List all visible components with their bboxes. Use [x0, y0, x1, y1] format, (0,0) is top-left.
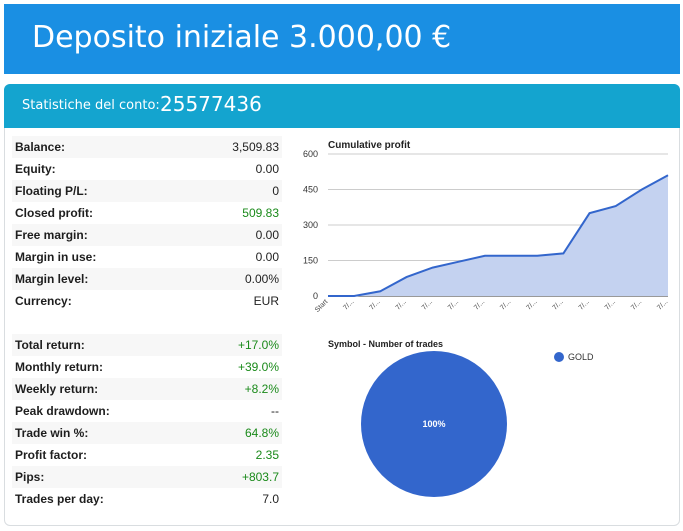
x-tick-label: 7/... [499, 298, 512, 311]
stat-value: 0.00 [255, 228, 279, 242]
performance-stats-table: Total return: +17.0% Monthly return: +39.0%… [12, 334, 282, 510]
x-tick-label: 7/... [447, 298, 460, 311]
stat-label: Pips: [15, 470, 45, 484]
symbol-trades-chart: Symbol - Number of trades 100% GOLD [290, 334, 672, 522]
performance-stat-row: Monthly return: +39.0% [12, 356, 282, 378]
x-tick-label: 7/... [342, 298, 355, 311]
account-stat-row: Free margin: 0.00 [12, 224, 282, 246]
chart-title: Cumulative profit [328, 140, 411, 151]
x-tick-label: 7/... [630, 298, 643, 311]
account-stat-row: Currency: EUR [12, 290, 282, 312]
account-stat-row: Equity: 0.00 [12, 158, 282, 180]
x-tick-label: 7/... [369, 298, 382, 311]
performance-stat-row: Weekly return: +8.2% [12, 378, 282, 400]
stat-value: +8.2% [244, 382, 279, 396]
performance-stat-row: Peak drawdown: -- [12, 400, 282, 422]
account-stat-row: Closed profit: 509.83 [12, 202, 282, 224]
stat-label: Balance: [15, 140, 66, 154]
stat-label: Floating P/L: [15, 184, 88, 198]
performance-stat-row: Trade win %: 64.8% [12, 422, 282, 444]
stat-value: 0.00 [255, 250, 279, 264]
stat-value: 0 [272, 184, 279, 198]
x-tick-label: 7/... [604, 298, 617, 311]
stat-label: Weekly return: [15, 382, 99, 396]
performance-stat-row: Profit factor: 2.35 [12, 444, 282, 466]
cumulative-profit-chart: Cumulative profit 0 150 300 450 600 Start 7/...… [290, 136, 672, 314]
card-header: Statistiche del conto: 25577436 [4, 84, 680, 128]
x-tick-label: 7/... [578, 298, 591, 311]
pie-title: Symbol - Number of trades [328, 339, 443, 349]
y-tick-label: 600 [303, 149, 318, 159]
pie-slice-label: 100% [422, 419, 445, 429]
stat-label: Margin level: [15, 272, 89, 286]
x-tick-label: 7/... [656, 298, 669, 311]
x-tick-label: 7/... [525, 298, 538, 311]
deposit-title: Deposito iniziale 3.000,00 € [32, 20, 452, 55]
y-tick-label: 300 [303, 220, 318, 230]
stat-label: Total return: [15, 338, 85, 352]
account-stat-row: Floating P/L: 0 [12, 180, 282, 202]
stat-value: 2.35 [255, 448, 279, 462]
x-tick-label: 7/... [552, 298, 565, 311]
stat-value: 64.8% [244, 426, 279, 440]
x-tick-label: 7/... [473, 298, 486, 311]
stat-label: Equity: [15, 162, 56, 176]
x-tick-label: 7/... [421, 298, 434, 311]
account-stat-row: Margin level: 0.00% [12, 268, 282, 290]
stat-value: -- [271, 404, 279, 418]
y-tick-label: 0 [313, 291, 318, 301]
stat-label: Trade win %: [15, 426, 89, 440]
stat-label: Currency: [15, 294, 72, 308]
account-stats-table: Balance: 3,509.83 Equity: 0.00 Floating P/L:… [12, 136, 282, 312]
stat-value: +39.0% [237, 360, 279, 374]
stat-value: 7.0 [262, 492, 279, 506]
stat-value: 0.00 [255, 162, 279, 176]
stat-label: Peak drawdown: [15, 404, 110, 418]
deposit-banner: Deposito iniziale 3.000,00 € [4, 4, 680, 74]
stat-label: Profit factor: [15, 448, 87, 462]
stat-label: Closed profit: [15, 206, 93, 220]
symbol-trades-svg: Symbol - Number of trades 100% GOLD [290, 334, 672, 522]
series-line [328, 174, 669, 297]
performance-stat-row: Total return: +17.0% [12, 334, 282, 356]
performance-stat-row: Pips: +803.7 [12, 466, 282, 488]
stat-value: +17.0% [237, 338, 279, 352]
legend-swatch [554, 352, 564, 362]
performance-stat-row: Trades per day: 7.0 [12, 488, 282, 510]
stat-label: Trades per day: [15, 492, 104, 506]
stat-value: 509.83 [242, 206, 279, 220]
account-number: 25577436 [160, 92, 262, 116]
y-tick-label: 450 [303, 185, 318, 195]
y-tick-label: 150 [303, 256, 318, 266]
stat-value: 0.00% [244, 272, 279, 286]
pie-slice-gold [361, 351, 507, 497]
account-label: Statistiche del conto: [22, 98, 160, 113]
x-tick-label: 7/... [395, 298, 408, 311]
stat-label: Margin in use: [15, 250, 97, 264]
stat-value: +803.7 [241, 470, 279, 484]
legend-label: GOLD [568, 352, 594, 362]
account-stat-row: Balance: 3,509.83 [12, 136, 282, 158]
area-fill [328, 175, 668, 296]
stat-label: Free margin: [15, 228, 88, 242]
stat-label: Monthly return: [15, 360, 103, 374]
account-stat-row: Margin in use: 0.00 [12, 246, 282, 268]
stat-value: 3,509.83 [232, 140, 279, 154]
stat-value: EUR [253, 294, 279, 308]
